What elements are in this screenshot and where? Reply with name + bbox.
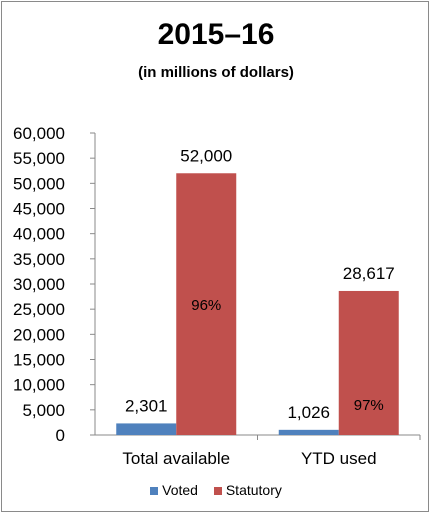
y-tick-label: 5,000 bbox=[22, 401, 65, 420]
x-tick-label: Total available bbox=[122, 449, 230, 468]
x-tick-label: YTD used bbox=[301, 449, 377, 468]
data-label: 28,617 bbox=[343, 264, 395, 283]
y-tick-label: 50,000 bbox=[13, 174, 65, 193]
bar-statutory-1 bbox=[338, 290, 399, 435]
data-label: 1,026 bbox=[287, 403, 330, 422]
y-tick-label: 0 bbox=[56, 426, 65, 445]
legend-entry-voted: Voted bbox=[150, 482, 198, 498]
legend-swatch-statutory bbox=[213, 487, 222, 495]
y-tick-label: 35,000 bbox=[13, 250, 65, 269]
y-tick-label: 25,000 bbox=[13, 300, 65, 319]
percent-label: 96% bbox=[191, 297, 221, 314]
legend-swatch-voted bbox=[150, 487, 159, 495]
bar-voted-1 bbox=[278, 429, 339, 435]
y-tick-label: 20,000 bbox=[13, 325, 65, 344]
y-tick-label: 55,000 bbox=[13, 149, 65, 168]
percent-label: 97% bbox=[354, 397, 384, 414]
bar-statutory-0 bbox=[176, 173, 237, 435]
chart-subtitle: (in millions of dollars) bbox=[138, 64, 294, 81]
y-tick-label: 45,000 bbox=[13, 200, 65, 219]
data-label: 52,000 bbox=[180, 146, 232, 165]
data-label: 2,301 bbox=[125, 396, 168, 415]
legend-entry-statutory: Statutory bbox=[213, 482, 282, 498]
y-tick-label: 40,000 bbox=[13, 225, 65, 244]
legend-label-voted: Voted bbox=[162, 482, 198, 498]
y-tick-label: 15,000 bbox=[13, 351, 65, 370]
bar-voted-0 bbox=[116, 423, 177, 435]
y-tick-label: 30,000 bbox=[13, 275, 65, 294]
y-tick-label: 60,000 bbox=[13, 124, 65, 143]
legend: Voted Statutory bbox=[0, 482, 432, 498]
chart-title: 2015–16 bbox=[157, 18, 275, 51]
legend-label-statutory: Statutory bbox=[225, 482, 282, 498]
y-tick-label: 10,000 bbox=[13, 376, 65, 395]
